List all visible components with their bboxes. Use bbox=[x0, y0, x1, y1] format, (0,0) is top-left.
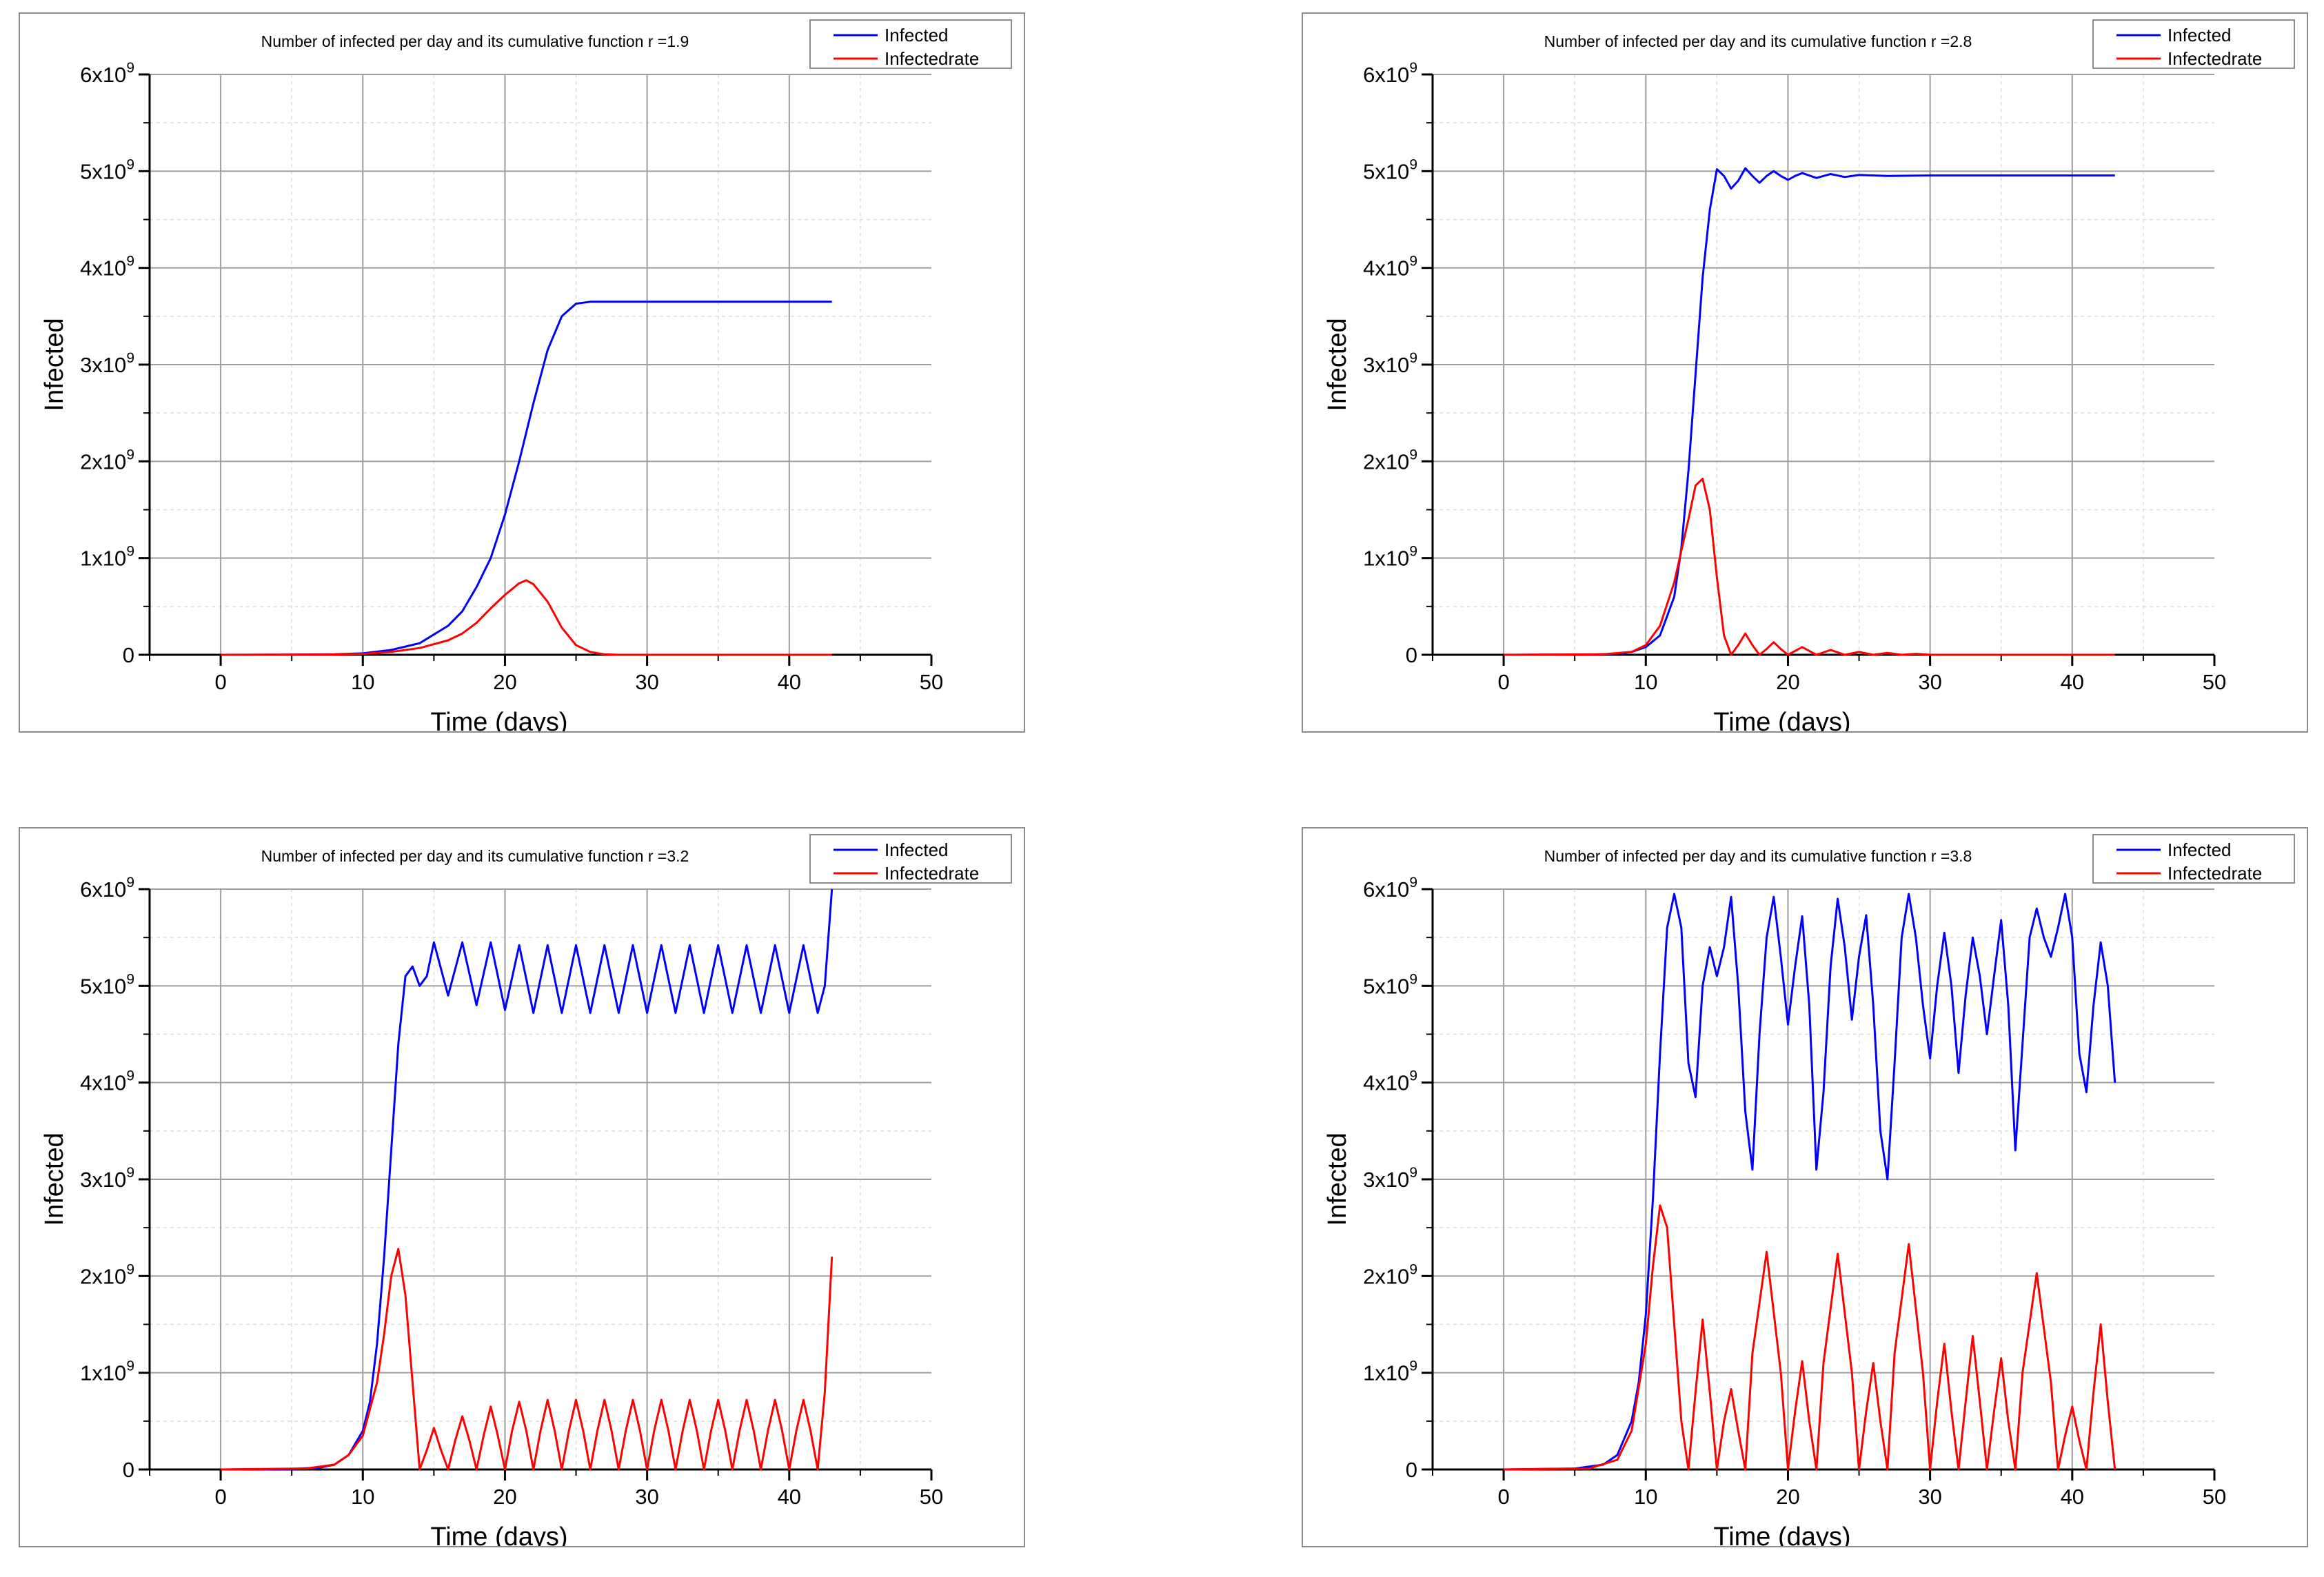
x-tick-label: 50 bbox=[920, 670, 943, 694]
chart-panel-r2-8: 0 10 20 30 40 50 0 1x109 2x109 3x109 4x109 5x109 6x1… bbox=[1302, 12, 2308, 733]
x-tick-label: 0 bbox=[1497, 670, 1509, 694]
x-tick-label: 30 bbox=[635, 1485, 658, 1509]
x-tick-label: 20 bbox=[1776, 1485, 1799, 1509]
y-tick-label: 0 bbox=[123, 1458, 134, 1482]
legend-box bbox=[2092, 19, 2295, 69]
series-line-infectedrate bbox=[1504, 478, 2115, 656]
legend-label: Infected bbox=[2168, 840, 2232, 860]
x-tick-label: 40 bbox=[2061, 1485, 2084, 1509]
x-tick-label: 10 bbox=[1634, 1485, 1657, 1509]
y-axis-label: Infected bbox=[40, 1132, 69, 1225]
series-line-infectedrate bbox=[221, 579, 832, 656]
y-tick-label: 6x109 bbox=[80, 60, 134, 87]
y-axis-label: Infected bbox=[1323, 318, 1352, 411]
chart-svg: 0 10 20 30 40 50 0 1x109 2x109 3x109 4x109 5x109 6x1… bbox=[40, 834, 1012, 1546]
y-axis-label: Infected bbox=[1323, 1132, 1352, 1225]
y-tick-label: 1x109 bbox=[1363, 544, 1417, 571]
y-tick-label: 2x109 bbox=[1363, 447, 1417, 474]
x-tick-label: 30 bbox=[1918, 1485, 1941, 1509]
series-line-infected bbox=[221, 888, 833, 1471]
chart-svg: 0 10 20 30 40 50 0 1x109 2x109 3x109 4x109 5x109 6x1… bbox=[1323, 834, 2295, 1546]
x-tick-label: 0 bbox=[214, 670, 226, 694]
y-axis-label: Infected bbox=[40, 318, 69, 411]
y-tick-label: 3x109 bbox=[1363, 350, 1417, 377]
x-tick-label: 40 bbox=[778, 1485, 801, 1509]
y-tick-label: 4x109 bbox=[80, 1068, 134, 1095]
chart-title: Number of infected per day and its cumul… bbox=[1544, 847, 1972, 865]
x-tick-label: 40 bbox=[2061, 670, 2084, 694]
y-tick-label: 4x109 bbox=[1363, 1068, 1417, 1095]
x-tick-label: 20 bbox=[493, 1485, 516, 1509]
x-tick-label: 20 bbox=[1776, 670, 1799, 694]
y-tick-label: 0 bbox=[1406, 1458, 1417, 1482]
legend-box bbox=[809, 19, 1012, 69]
y-tick-label: 1x109 bbox=[80, 1359, 134, 1385]
x-tick-label: 10 bbox=[1634, 670, 1657, 694]
y-tick-label: 1x109 bbox=[80, 544, 134, 571]
x-tick-label: 30 bbox=[635, 670, 658, 694]
x-axis-label: Time (days) bbox=[430, 708, 567, 731]
series-line-infected bbox=[1504, 167, 2115, 656]
y-tick-label: 5x109 bbox=[80, 971, 134, 998]
y-tick-label: 0 bbox=[123, 643, 134, 667]
legend-label: Infected bbox=[885, 840, 949, 860]
y-tick-label: 2x109 bbox=[80, 447, 134, 474]
chart-panel-r1-9: 0 10 20 30 40 50 0 1x109 2x109 3x109 4x109 5x109 6x1… bbox=[19, 12, 1025, 733]
series-line-infected bbox=[1504, 893, 2116, 1471]
y-tick-label: 6x109 bbox=[80, 875, 134, 902]
series-line-infectedrate bbox=[1504, 1204, 2116, 1471]
chart-title: Number of infected per day and its cumul… bbox=[1544, 32, 1972, 50]
x-tick-label: 50 bbox=[920, 1485, 943, 1509]
legend-label: Infected bbox=[885, 25, 949, 45]
chart-svg: 0 10 20 30 40 50 0 1x109 2x109 3x109 4x109 5x109 6x1… bbox=[1323, 19, 2295, 731]
x-tick-label: 30 bbox=[1918, 670, 1941, 694]
y-tick-label: 5x109 bbox=[1363, 156, 1417, 183]
chart-panel-r3-2: 0 10 20 30 40 50 0 1x109 2x109 3x109 4x109 5x109 6x1… bbox=[19, 827, 1025, 1547]
x-axis-label: Time (days) bbox=[430, 1523, 567, 1546]
legend: Infected Infectedrate bbox=[2092, 19, 2295, 69]
y-tick-label: 5x109 bbox=[80, 156, 134, 183]
x-tick-label: 50 bbox=[2203, 1485, 2226, 1509]
legend-box bbox=[809, 834, 1012, 884]
x-tick-label: 40 bbox=[778, 670, 801, 694]
legend-label: Infectedrate bbox=[885, 48, 979, 69]
chart-title: Number of infected per day and its cumul… bbox=[261, 847, 689, 865]
y-tick-label: 3x109 bbox=[80, 1165, 134, 1192]
x-axis-label: Time (days) bbox=[1713, 1523, 1850, 1546]
y-tick-label: 3x109 bbox=[80, 350, 134, 377]
x-tick-label: 10 bbox=[351, 1485, 374, 1509]
legend-label: Infectedrate bbox=[2168, 48, 2262, 69]
chart-svg: 0 10 20 30 40 50 0 1x109 2x109 3x109 4x109 5x109 6x1… bbox=[40, 19, 1012, 731]
chart-title: Number of infected per day and its cumul… bbox=[261, 32, 689, 50]
x-tick-label: 20 bbox=[493, 670, 516, 694]
y-tick-label: 0 bbox=[1406, 643, 1417, 667]
legend: Infected Infectedrate bbox=[809, 834, 1012, 884]
legend-box bbox=[2092, 834, 2295, 884]
x-tick-label: 0 bbox=[1497, 1485, 1509, 1509]
chart-panel-r3-8: 0 10 20 30 40 50 0 1x109 2x109 3x109 4x109 5x109 6x1… bbox=[1302, 827, 2308, 1547]
legend-label: Infectedrate bbox=[885, 863, 979, 884]
series-line-infectedrate bbox=[221, 1248, 833, 1471]
y-tick-label: 2x109 bbox=[1363, 1261, 1417, 1288]
legend: Infected Infectedrate bbox=[2092, 834, 2295, 884]
y-tick-label: 1x109 bbox=[1363, 1359, 1417, 1385]
y-tick-label: 3x109 bbox=[1363, 1165, 1417, 1192]
y-tick-label: 4x109 bbox=[80, 254, 134, 281]
legend-label: Infected bbox=[2168, 25, 2232, 45]
x-tick-label: 10 bbox=[351, 670, 374, 694]
x-tick-label: 50 bbox=[2203, 670, 2226, 694]
y-tick-label: 2x109 bbox=[80, 1261, 134, 1288]
y-tick-label: 6x109 bbox=[1363, 875, 1417, 902]
y-tick-label: 5x109 bbox=[1363, 971, 1417, 998]
legend-label: Infectedrate bbox=[2168, 863, 2262, 884]
y-tick-label: 6x109 bbox=[1363, 60, 1417, 87]
x-tick-label: 0 bbox=[214, 1485, 226, 1509]
x-axis-label: Time (days) bbox=[1713, 708, 1850, 731]
legend: Infected Infectedrate bbox=[809, 19, 1012, 69]
y-tick-label: 4x109 bbox=[1363, 254, 1417, 281]
series-line-infected bbox=[221, 301, 832, 656]
